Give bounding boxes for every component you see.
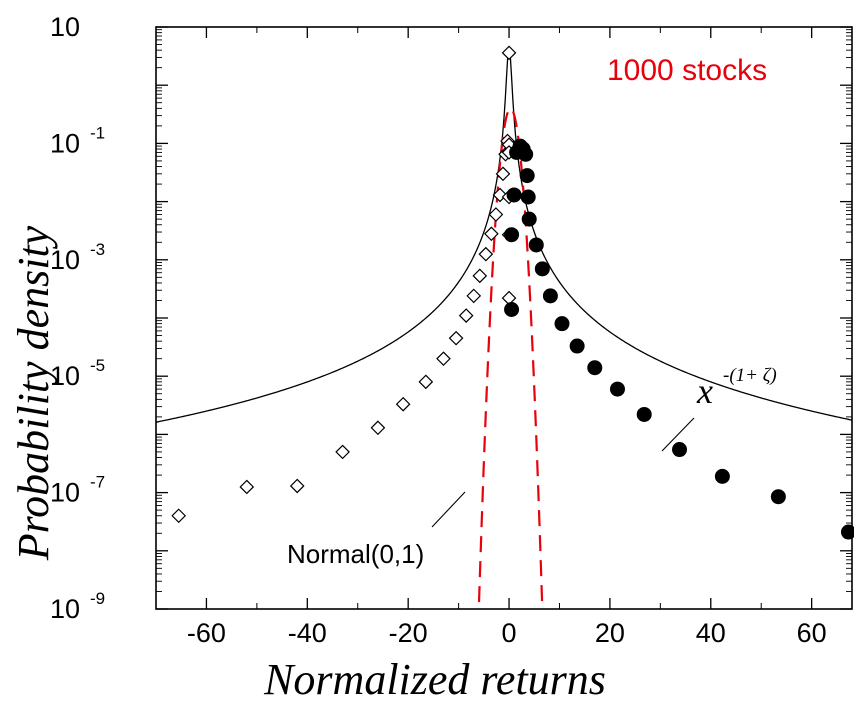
circle-data-point [528, 237, 544, 253]
axis-ticks [155, 26, 852, 610]
circle-data-point [504, 301, 520, 317]
diamond-data-point [458, 308, 474, 323]
circle-data-point [714, 468, 730, 484]
diamond-data-point [472, 268, 488, 284]
y-tick-label-base: 10 [50, 361, 80, 391]
y-tick-label-exponent: -1 [90, 123, 105, 142]
diamond-data-point [395, 396, 411, 412]
y-tick-label-exponent: -5 [90, 356, 105, 375]
x-tick-label: -40 [288, 618, 327, 648]
stocks-annotation: 1000 stocks [607, 54, 767, 87]
circle-data-point [518, 146, 534, 162]
diamond-data-point [488, 207, 504, 222]
diamond-data-point [448, 330, 464, 346]
circle-data-point [521, 211, 537, 227]
y-tick-label-base: 10 [50, 128, 80, 158]
y-tick-label-exponent: -3 [90, 240, 105, 259]
x-tick-label: 0 [502, 618, 517, 648]
circle-data-point [554, 316, 570, 332]
circle-data-point [672, 442, 688, 458]
diamond-data-point [239, 479, 255, 495]
y-axis-title: Probability density [9, 225, 58, 561]
x-tick-label: 40 [696, 618, 726, 648]
circle-data-point [569, 338, 585, 354]
data-points [171, 45, 854, 540]
powerlaw-label-exponent: -(1+ ζ) [723, 365, 777, 386]
y-tick-label-base: 10 [50, 12, 80, 42]
power-law-fit-curve [155, 50, 853, 423]
circle-data-point [520, 189, 536, 205]
x-tick-label: 20 [595, 618, 625, 648]
y-tick-label-base: 10 [50, 245, 80, 275]
circle-data-point [504, 227, 520, 243]
fit-curves [155, 50, 853, 603]
diamond-data-point [501, 45, 517, 61]
diamond-data-point [418, 374, 434, 390]
diamond-data-point [436, 351, 451, 367]
diamond-data-point [289, 478, 305, 494]
tick-labels: -60 -40 -20 0 20 40 60 10 10 -1 10 -3 10 -5 10 -7 10 -9 [50, 12, 827, 648]
normal-label-pointer [431, 491, 466, 528]
circle-data-point [770, 489, 786, 505]
x-tick-label: 60 [797, 618, 827, 648]
circle-data-point [542, 288, 558, 304]
y-tick-label-base: 10 [50, 594, 80, 624]
y-tick-label-exponent: -9 [90, 589, 105, 608]
x-axis-title: Normalized returns [263, 655, 606, 701]
normal-distribution-curve [477, 107, 544, 603]
circle-data-point [587, 360, 603, 376]
x-tick-label: -60 [187, 618, 226, 648]
circle-data-point [609, 381, 625, 397]
y-tick-label-exponent: -7 [90, 473, 105, 492]
circle-data-point [534, 261, 550, 277]
diamond-data-point [466, 288, 482, 304]
circle-data-point [506, 187, 522, 203]
powerlaw-label-pointer [661, 417, 695, 452]
normal-label: Normal(0,1) [287, 539, 424, 569]
diamond-data-point [478, 246, 494, 262]
y-tick-label-base: 10 [50, 478, 80, 508]
diamond-data-point [335, 444, 350, 460]
plot-frame [155, 26, 853, 610]
powerlaw-label-base: x [696, 371, 713, 411]
circle-data-point [840, 524, 854, 540]
diamond-data-point [370, 420, 386, 436]
diamond-data-point [484, 226, 499, 242]
diamond-data-point [495, 166, 511, 182]
circle-data-point [519, 168, 535, 184]
diamond-data-point [171, 508, 187, 524]
circle-data-point [636, 406, 652, 422]
x-tick-label: -20 [389, 618, 428, 648]
